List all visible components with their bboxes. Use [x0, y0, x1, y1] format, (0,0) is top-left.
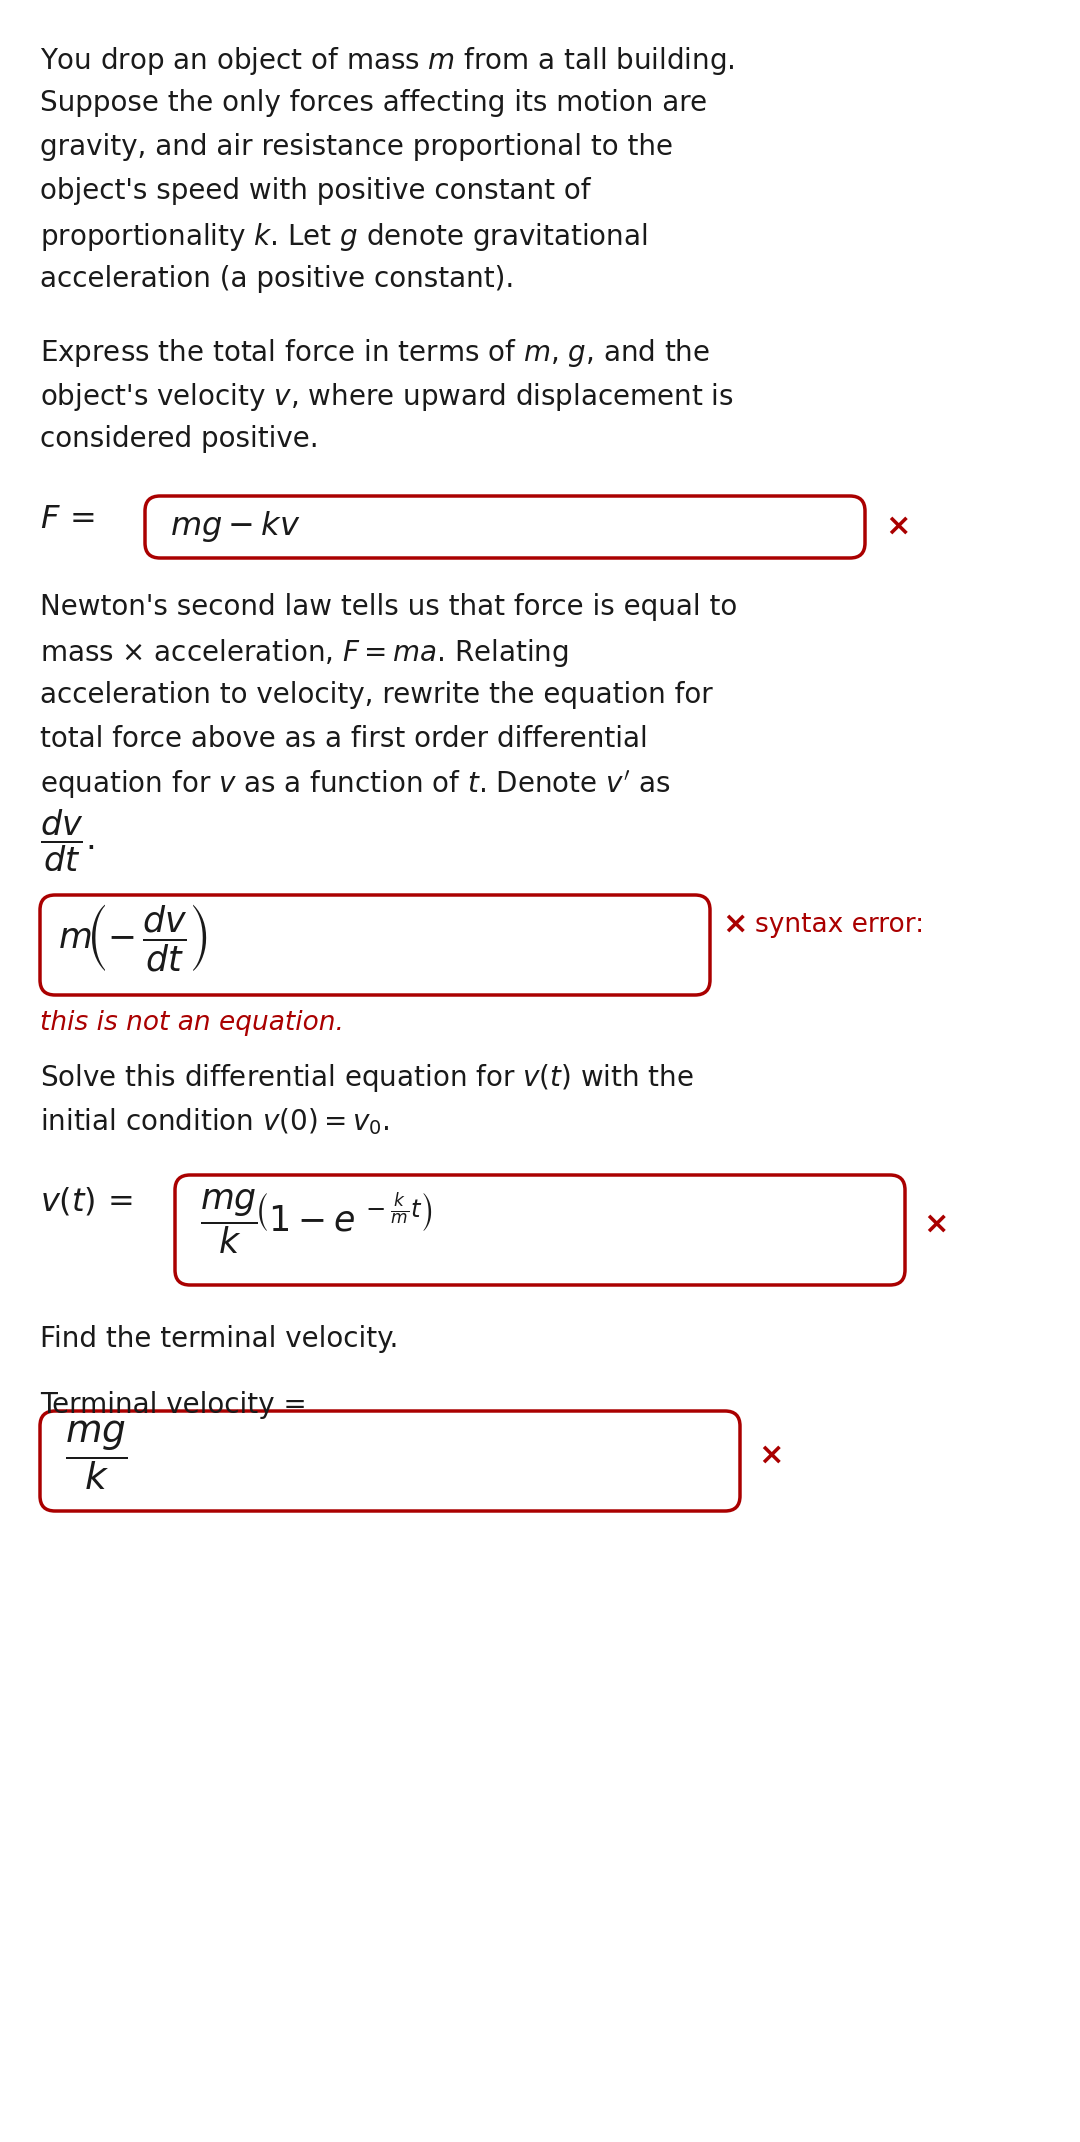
Text: Solve this differential equation for $v(t)$ with the: Solve this differential equation for $v(… [40, 1062, 693, 1095]
Text: $\mathbf{\times}$: $\mathbf{\times}$ [923, 1210, 947, 1238]
Text: $v(t)\,=$: $v(t)\,=$ [40, 1185, 133, 1217]
Text: syntax error:: syntax error: [755, 912, 924, 938]
Text: $m\!\left(-\,\dfrac{dv}{dt}\right)$: $m\!\left(-\,\dfrac{dv}{dt}\right)$ [58, 902, 208, 972]
Text: $mg - kv$: $mg - kv$ [170, 510, 300, 544]
Text: acceleration (a positive constant).: acceleration (a positive constant). [40, 266, 514, 293]
Text: considered positive.: considered positive. [40, 424, 319, 452]
Text: $\mathbf{\times}$: $\mathbf{\times}$ [723, 910, 746, 938]
Text: Express the total force in terms of $m$, $g$, and the: Express the total force in terms of $m$,… [40, 336, 710, 368]
Text: $F\,=$: $F\,=$ [40, 503, 95, 536]
Text: proportionality $k$. Let $g$ denote gravitational: proportionality $k$. Let $g$ denote grav… [40, 221, 647, 253]
Text: $\mathbf{\times}$: $\mathbf{\times}$ [885, 512, 908, 542]
Text: Terminal velocity =: Terminal velocity = [40, 1390, 307, 1418]
Text: this is not an equation.: this is not an equation. [40, 1011, 343, 1037]
Text: $\dfrac{mg}{k}\!\left(1 - e^{\,-\frac{k}{m}t}\right)$: $\dfrac{mg}{k}\!\left(1 - e^{\,-\frac{k}… [200, 1187, 433, 1255]
Text: Find the terminal velocity.: Find the terminal velocity. [40, 1326, 399, 1354]
Text: object's speed with positive constant of: object's speed with positive constant of [40, 178, 591, 206]
Text: initial condition $v(0) = v_0$.: initial condition $v(0) = v_0$. [40, 1105, 390, 1137]
Text: $\dfrac{dv}{dt}$$.$: $\dfrac{dv}{dt}$$.$ [40, 808, 94, 874]
FancyBboxPatch shape [40, 895, 710, 996]
FancyBboxPatch shape [145, 497, 865, 559]
Text: You drop an object of mass $m$ from a tall building.: You drop an object of mass $m$ from a ta… [40, 45, 734, 77]
Text: object's velocity $v$, where upward displacement is: object's velocity $v$, where upward disp… [40, 381, 733, 413]
Text: acceleration to velocity, rewrite the equation for: acceleration to velocity, rewrite the eq… [40, 681, 713, 709]
Text: Newton's second law tells us that force is equal to: Newton's second law tells us that force … [40, 593, 738, 621]
Text: mass $\times$ acceleration, $F = ma$. Relating: mass $\times$ acceleration, $F = ma$. Re… [40, 636, 568, 668]
Text: Suppose the only forces affecting its motion are: Suppose the only forces affecting its mo… [40, 90, 707, 118]
FancyBboxPatch shape [175, 1176, 905, 1285]
Text: $\mathbf{\times}$: $\mathbf{\times}$ [758, 1442, 782, 1469]
Text: gravity, and air resistance proportional to the: gravity, and air resistance proportional… [40, 133, 673, 161]
Text: $\dfrac{mg}{k}$: $\dfrac{mg}{k}$ [65, 1418, 127, 1491]
FancyBboxPatch shape [40, 1412, 740, 1510]
Text: equation for $v$ as a function of $t$. Denote $v'$ as: equation for $v$ as a function of $t$. D… [40, 769, 671, 801]
Text: total force above as a first order differential: total force above as a first order diffe… [40, 724, 648, 754]
